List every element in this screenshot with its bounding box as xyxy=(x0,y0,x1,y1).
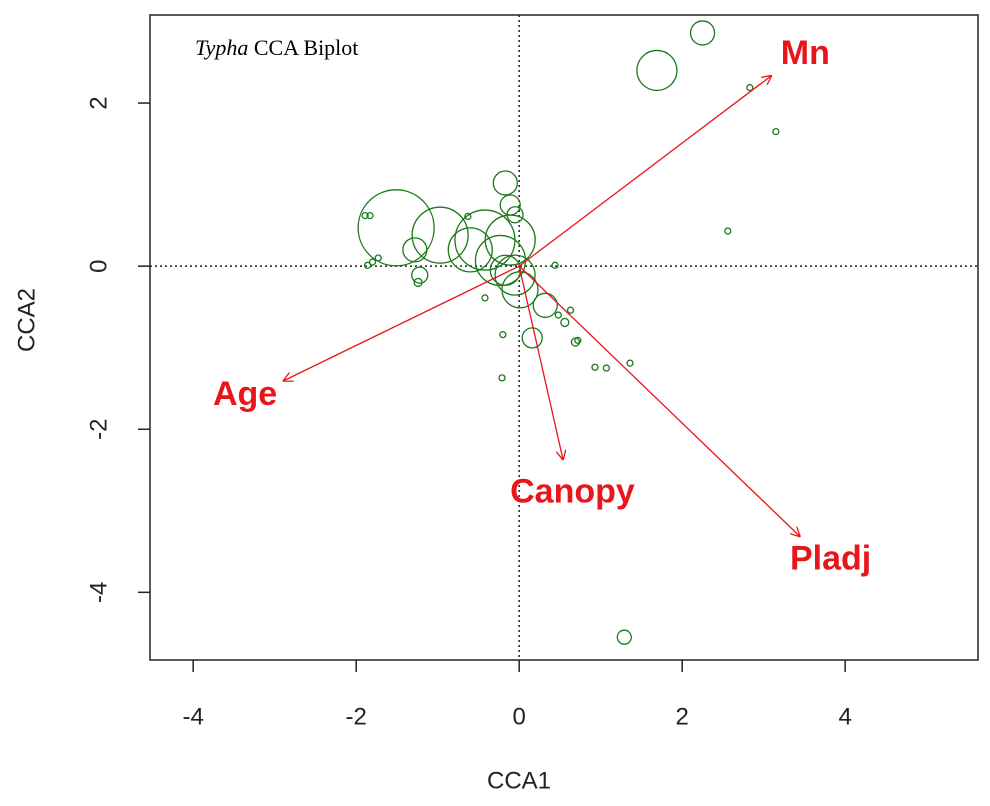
arrow-label: Age xyxy=(213,375,277,413)
site-point xyxy=(499,330,507,339)
site-point xyxy=(746,83,754,92)
site-point xyxy=(484,214,536,266)
arrow xyxy=(518,266,563,460)
site-point xyxy=(464,212,472,221)
site-point xyxy=(411,266,429,284)
arrow-label: Mn xyxy=(781,34,830,72)
site-point xyxy=(566,306,575,314)
plot-frame xyxy=(149,14,979,661)
site-point xyxy=(551,261,559,269)
x-tick-label: -2 xyxy=(346,703,367,730)
y-tick-label: 0 xyxy=(85,259,112,272)
site-point xyxy=(499,194,521,216)
title-text: CCA Biplot xyxy=(254,35,359,60)
site-point xyxy=(636,49,678,92)
site-point xyxy=(501,271,539,309)
site-point xyxy=(772,127,780,136)
site-point xyxy=(411,206,469,264)
x-tick-label: 2 xyxy=(675,703,688,730)
site-point xyxy=(492,170,518,196)
site-point xyxy=(474,234,527,287)
chart-title: Typha CCA Biplot xyxy=(195,35,358,60)
y-axis-label: CCA2 xyxy=(13,288,40,352)
arrow-label: Pladj xyxy=(790,539,871,577)
y-tick-label: -2 xyxy=(85,419,112,440)
title-italic: Typha xyxy=(195,35,248,60)
site-point xyxy=(361,211,369,220)
site-point xyxy=(626,359,634,367)
site-point xyxy=(616,629,632,645)
y-tick-label: -4 xyxy=(85,582,112,603)
x-axis-label: CCA1 xyxy=(487,767,551,794)
arrow xyxy=(518,265,800,537)
site-point xyxy=(402,237,428,263)
x-tick-label: -4 xyxy=(183,703,204,730)
y-tick-label: 2 xyxy=(85,96,112,109)
site-point xyxy=(574,336,582,345)
site-point xyxy=(363,261,372,269)
site-point xyxy=(532,292,558,318)
site-point xyxy=(413,277,423,288)
site-point xyxy=(357,189,435,267)
site-point xyxy=(602,364,611,372)
site-point xyxy=(521,327,543,349)
site-point xyxy=(689,20,716,46)
arrow-label: Canopy xyxy=(510,472,635,510)
site-point xyxy=(366,211,374,220)
site-point xyxy=(724,227,732,235)
arrow xyxy=(283,265,520,381)
site-point xyxy=(489,254,521,286)
site-point xyxy=(447,227,493,273)
site-point xyxy=(498,374,506,382)
site-point xyxy=(591,363,599,371)
site-point xyxy=(374,254,382,262)
x-tick-label: 0 xyxy=(512,703,525,730)
site-point xyxy=(554,311,562,319)
x-tick-label: 4 xyxy=(838,703,851,730)
arrow xyxy=(518,75,772,267)
site-point xyxy=(560,317,570,328)
site-point xyxy=(481,294,489,302)
site-point xyxy=(494,254,536,296)
site-point xyxy=(368,258,377,266)
